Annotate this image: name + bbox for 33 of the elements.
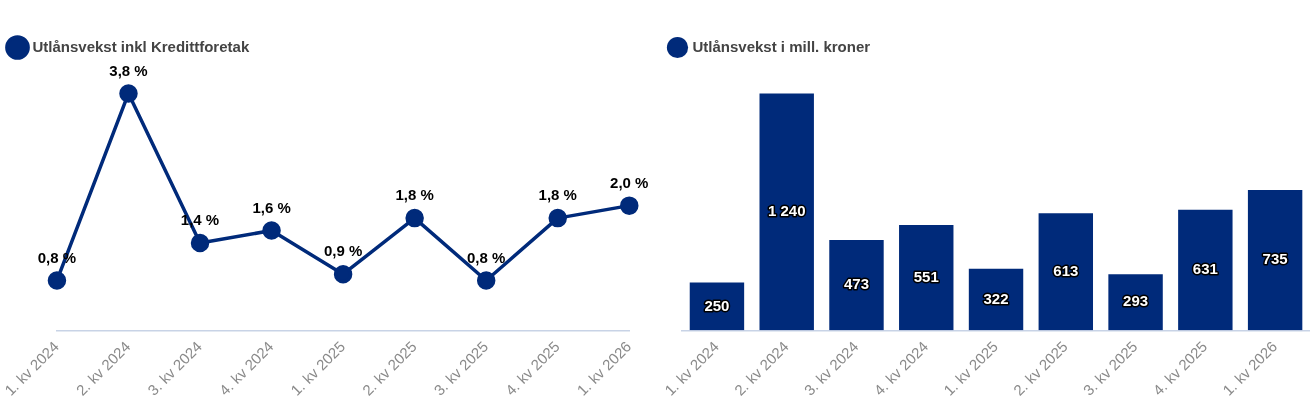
point [47,271,67,290]
point [333,264,353,284]
data-label: 250 [704,296,730,314]
point [190,233,210,253]
point [405,208,424,228]
bar [1038,213,1094,331]
data-label: 293 [1123,292,1149,310]
point [119,84,138,103]
data-label: 735 [1262,250,1288,268]
data-label: 613 [1053,261,1079,279]
bar [899,225,954,331]
point [476,271,496,290]
legend-label: Utlånsvekst inkl Kredittforetak [32,37,250,55]
data-label: 473 [843,275,869,293]
data-label: 3,8 % [109,61,148,79]
bar [1247,189,1303,331]
data-label: 551 [913,267,939,285]
legend-label: Utlånsvekst i mill. kroner [692,37,871,55]
data-label: 631 [1192,260,1218,278]
data-label: 322 [983,289,1009,307]
point [548,208,567,228]
data-label: 0,9 % [323,242,363,260]
data-label: 0,8 % [467,248,506,266]
bar [1178,209,1233,331]
point [620,196,639,215]
bar [829,239,884,331]
point [262,221,281,240]
data-label: 1 240 [767,202,806,220]
data-label: 1,8 % [395,186,434,204]
bar [759,93,814,331]
data-label: 1,8 % [538,186,577,204]
data-label: 1,6 % [252,198,291,216]
data-label: 2,0 % [610,173,649,191]
